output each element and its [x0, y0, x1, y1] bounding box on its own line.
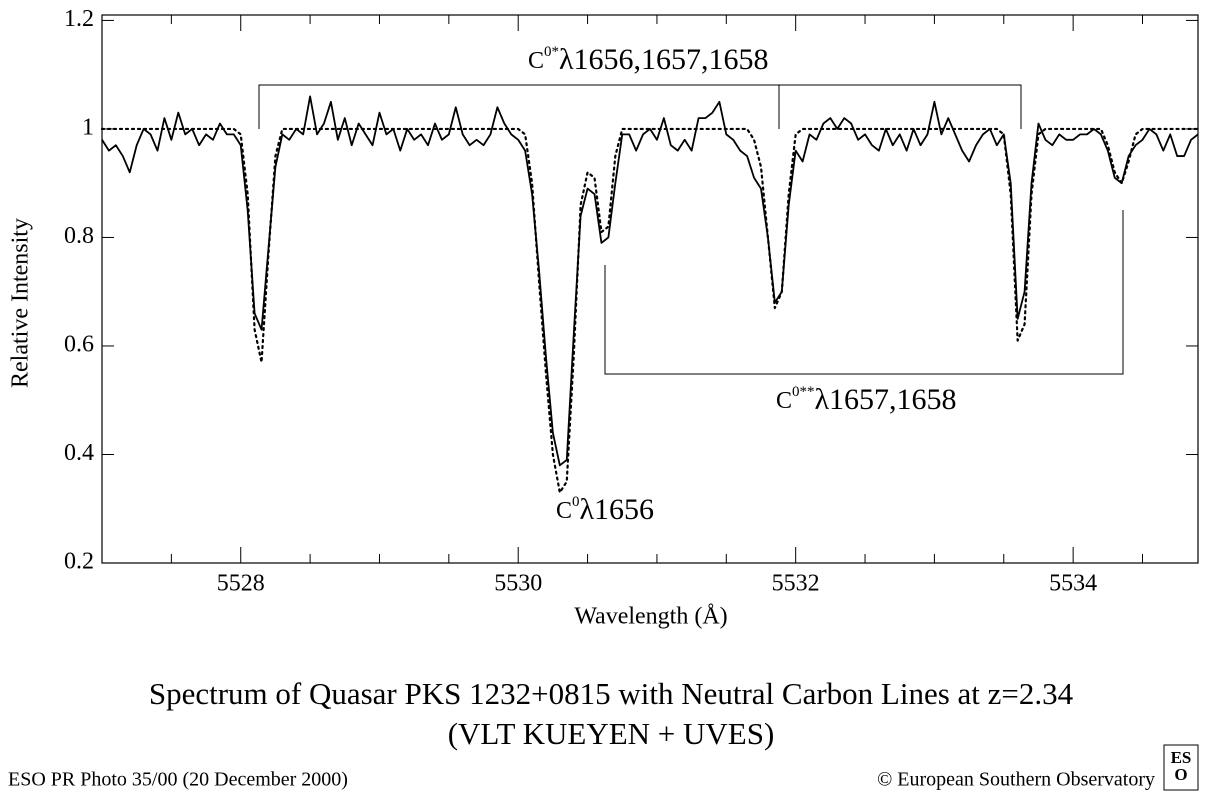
x-tick-label: 5528 — [217, 571, 265, 597]
annotation-label: λ1656 — [580, 493, 655, 526]
footer: ESO PR Photo 35/00 (20 December 2000) — [8, 769, 348, 791]
annotation-label: λ1657,1658 — [815, 383, 957, 416]
y-tick-label: 0.2 — [64, 549, 94, 575]
spectrum-line — [100, 127, 1200, 494]
annotation-base: C — [776, 388, 792, 414]
annotation-label: λ1656,1657,1658 — [559, 43, 769, 76]
x-tick-label: 5534 — [1049, 571, 1097, 597]
chart-title: Spectrum of Quasar PKS 1232+0815 with Ne… — [149, 676, 1074, 711]
credit: © European Southern Observatory — [877, 769, 1155, 791]
x-tick-label: 5532 — [772, 571, 820, 597]
annotation-sup: 0 — [572, 494, 580, 510]
annotation: C0**λ1657,1658 — [776, 383, 957, 416]
y-tick-label: 0.6 — [64, 331, 94, 357]
annotation: C0λ1656 — [556, 493, 654, 526]
x-tick-label: 5530 — [494, 571, 542, 597]
logo-text: O — [1174, 765, 1187, 784]
annotation: C0*λ1656,1657,1658 — [528, 43, 769, 76]
y-tick-label: 0.8 — [64, 223, 94, 249]
chart-subtitle: (VLT KUEYEN + UVES) — [448, 716, 775, 751]
annotation-sup: 0** — [792, 384, 815, 400]
logo-frame — [1163, 744, 1199, 791]
logo-text: ES — [1171, 748, 1192, 767]
annotation-base: C — [556, 498, 572, 524]
y-tick-label: 1.2 — [64, 6, 94, 32]
plot-frame — [101, 14, 1199, 564]
y-axis-label: Relative Intensity — [8, 218, 34, 388]
bracket-c0starstar — [604, 210, 1124, 375]
bracket-c0star — [258, 84, 1022, 129]
annotation-base: C — [528, 48, 544, 74]
y-tick-label: 0.4 — [64, 440, 94, 466]
annotation-sup: 0* — [544, 44, 559, 60]
y-tick-label: 1 — [82, 114, 94, 140]
x-axis-label: Wavelength (Å) — [574, 604, 727, 630]
